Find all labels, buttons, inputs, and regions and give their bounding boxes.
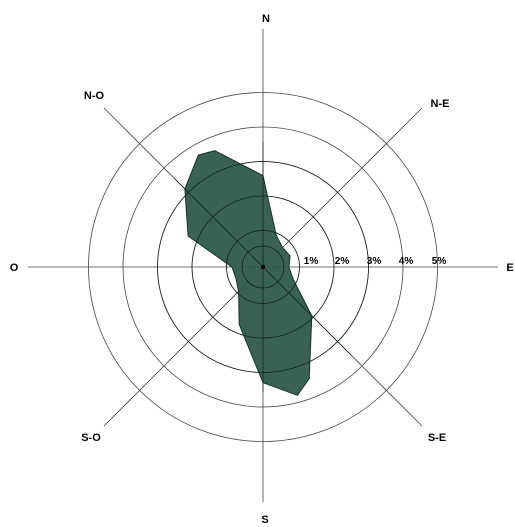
direction-label-layer: N N-E E S-E S S-O O N-O xyxy=(10,13,514,526)
direction-label-s-o: S-O xyxy=(81,432,101,444)
direction-label-e: E xyxy=(506,262,513,274)
ring-label-2: 2% xyxy=(335,256,350,267)
ring-label-4: 4% xyxy=(399,256,414,267)
direction-label-n-o: N-O xyxy=(84,90,105,102)
ring-label-1: 1% xyxy=(304,256,319,267)
direction-label-s-e: S-E xyxy=(428,432,446,444)
center-dot xyxy=(260,264,266,270)
grid-overlay xyxy=(157,142,369,392)
ring-label-5: 5% xyxy=(432,256,447,267)
ring-label-3: 3% xyxy=(367,256,382,267)
direction-label-o: O xyxy=(10,262,19,274)
direction-label-n: N xyxy=(262,13,270,25)
ring-label-layer: 1% 2% 3% 4% 5% xyxy=(304,256,447,267)
direction-label-s: S xyxy=(261,514,268,526)
series-layer xyxy=(157,142,369,396)
direction-label-n-e: N-E xyxy=(431,98,450,110)
series-area xyxy=(184,150,313,396)
